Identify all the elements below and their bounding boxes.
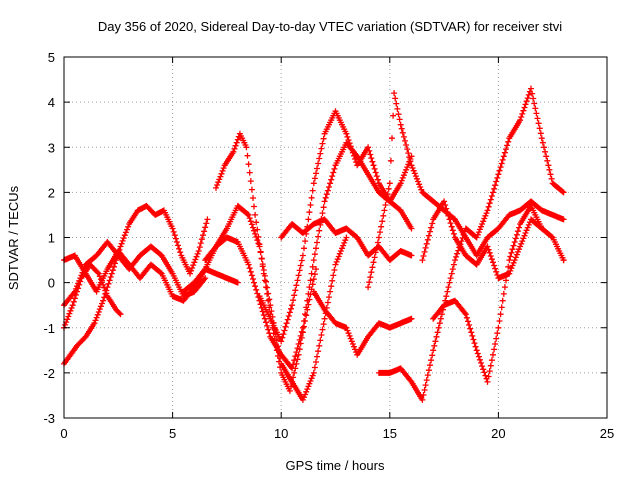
data-points [61, 85, 567, 403]
x-tick-label: 5 [169, 426, 176, 441]
y-tick-label: 2 [48, 185, 55, 200]
x-axis-label: GPS time / hours [286, 458, 385, 473]
y-axis-label: SDTVAR / TECUs [6, 185, 21, 290]
isolated-marker [560, 257, 567, 264]
plus-markers [61, 202, 211, 367]
x-tick-label: 15 [383, 426, 397, 441]
x-tick-label: 0 [60, 426, 67, 441]
satellite-track-12 [375, 85, 567, 403]
y-tick-label: 4 [48, 95, 55, 110]
y-tick-label: 1 [48, 231, 55, 246]
satellite-track-5 [213, 130, 319, 394]
plus-markers [375, 85, 567, 403]
axis-ticks: 0 5 10 15 20 25 -3 -2 -1 0 1 2 3 4 5 [43, 50, 614, 441]
satellite-track-10 [310, 288, 415, 358]
satellite-track-7 [202, 139, 415, 372]
y-tick-label: -3 [43, 411, 55, 426]
plus-markers [430, 202, 545, 385]
y-tick-label: 3 [48, 140, 55, 155]
x-tick-label: 25 [600, 426, 614, 441]
satellite-track-9 [278, 216, 415, 264]
plus-markers [256, 108, 415, 345]
y-tick-label: 0 [48, 276, 55, 291]
x-tick-label: 10 [274, 426, 288, 441]
chart-title: Day 356 of 2020, Sidereal Day-to-day VTE… [98, 19, 562, 34]
plus-markers [213, 130, 319, 394]
y-tick-label: -1 [43, 321, 55, 336]
satellite-track-8 [256, 108, 415, 345]
satellite-track-13 [419, 198, 567, 282]
plus-markers [61, 248, 241, 304]
plus-markers [419, 198, 567, 282]
satellite-track-1 [61, 202, 211, 367]
satellite-track-11 [365, 90, 567, 291]
y-tick-label: -2 [43, 366, 55, 381]
plus-markers [278, 216, 415, 264]
satellite-track-3 [61, 248, 241, 304]
x-tick-label: 20 [491, 426, 505, 441]
plus-markers [365, 90, 567, 291]
satellite-track-14 [430, 202, 545, 385]
y-tick-label: 5 [48, 50, 55, 65]
plus-markers [202, 139, 415, 372]
plus-markers [310, 288, 415, 358]
